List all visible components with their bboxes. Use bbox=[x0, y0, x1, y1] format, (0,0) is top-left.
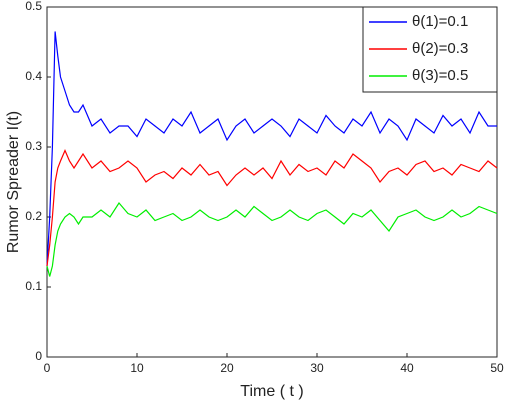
legend-label: θ(3)=0.5 bbox=[412, 67, 468, 84]
x-tick-label: 40 bbox=[400, 361, 414, 375]
series-line bbox=[46, 148, 498, 267]
x-axis-label: Time ( t ) bbox=[240, 383, 303, 400]
legend-label: θ(2)=0.3 bbox=[412, 40, 468, 57]
x-tick-label: 10 bbox=[130, 361, 144, 375]
series-line bbox=[46, 201, 498, 277]
y-tick-label: 0.2 bbox=[25, 209, 42, 223]
series-line bbox=[46, 31, 497, 267]
x-tick-label: 50 bbox=[490, 361, 504, 375]
x-tick-label: 30 bbox=[310, 361, 324, 375]
y-tick-label: 0.1 bbox=[25, 279, 42, 293]
y-tick-label: 0.5 bbox=[25, 0, 42, 13]
y-tick-label: 0 bbox=[35, 349, 42, 363]
y-tick-label: 0.3 bbox=[25, 139, 42, 153]
y-axis-label: Rumor Spreader I(t) bbox=[5, 111, 22, 253]
y-tick-label: 0.4 bbox=[25, 69, 42, 83]
legend-label: θ(1)=0.1 bbox=[412, 13, 468, 30]
x-tick-label: 0 bbox=[44, 361, 51, 375]
x-tick-label: 20 bbox=[220, 361, 234, 375]
